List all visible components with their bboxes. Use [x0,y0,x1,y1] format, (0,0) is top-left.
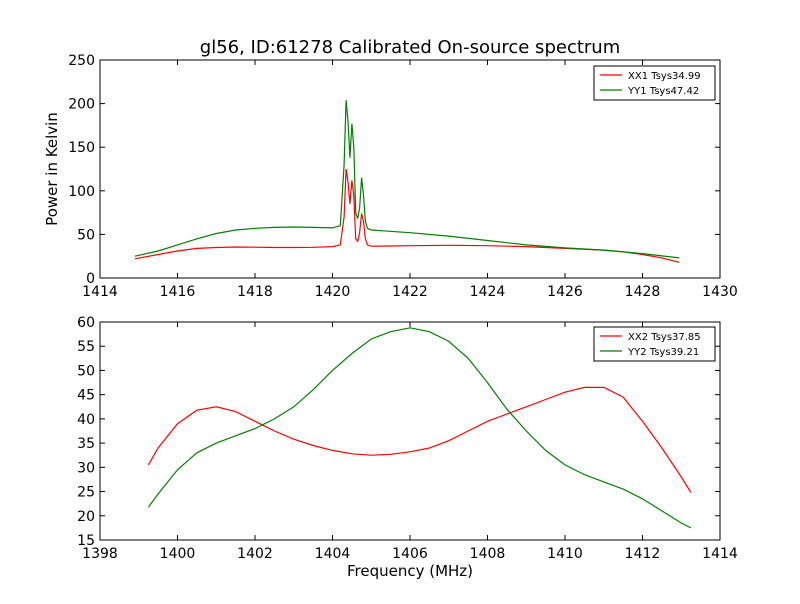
y-tick-label: 50 [77,227,95,243]
x-tick-label: 1404 [315,546,351,562]
y-tick-label: 100 [68,184,95,200]
y-tick-label: 40 [77,412,95,428]
x-tick-label: 1398 [82,546,118,562]
y-tick-label: 45 [77,388,95,404]
y-tick-label: 200 [68,97,95,113]
y-tick-label: 250 [68,53,95,69]
x-tick-label: 1406 [392,546,428,562]
legend-entry: YY2 Tsys39.21 [627,347,699,358]
x-tick-label: 1408 [470,546,506,562]
legend: XX1 Tsys34.99 YY1 Tsys47.42 [593,65,716,101]
top-panel: 1414 1416 1418 1420 1422 1424 1426 1428 1430 0 50 1… [43,53,738,300]
y-tick-label: 35 [77,436,95,452]
x-tick-label: 1428 [625,284,661,300]
legend-entry: XX2 Tsys37.85 [628,332,701,343]
y-tick-label: 30 [77,460,95,476]
y-tick-label: 15 [77,533,95,549]
legend-box [593,326,716,362]
x-tick-label: 1424 [470,284,506,300]
series-line-1 [134,168,680,263]
y-tick-label: 150 [68,140,95,156]
x-tick-label: 1420 [315,284,351,300]
bottom-panel: 1398 1400 1402 1404 1406 1408 1410 1412 1414 15 20… [77,315,738,580]
series-line-1 [147,386,692,493]
y-tick-label: 50 [77,363,95,379]
x-tick-label: 1426 [547,284,583,300]
x-tick-label: 1400 [160,546,196,562]
y-tick-label: 20 [77,509,95,525]
legend: XX2 Tsys37.85 YY2 Tsys39.21 [593,326,716,362]
x-tick-label: 1402 [237,546,273,562]
x-tick-label: 1412 [625,546,661,562]
legend-box [593,65,716,101]
x-tick-label: 1414 [82,284,118,300]
y-tick-label: 55 [77,339,95,355]
series-line-2 [147,327,692,529]
plot-frame [99,59,721,279]
x-tick-label: 1410 [547,546,583,562]
y-tick-label: 25 [77,485,95,501]
plot-frame [99,321,721,541]
x-tick-label: 1418 [237,284,273,300]
y-axis-label: Power in Kelvin [43,112,61,226]
x-tick-label: 1422 [392,284,428,300]
legend-entry: YY1 Tsys47.42 [627,86,699,97]
y-tick-label: 0 [86,271,95,287]
legend-entry: XX1 Tsys34.99 [628,71,701,82]
x-tick-label: 1430 [702,284,738,300]
x-tick-label: 1414 [702,546,738,562]
x-axis-label: Frequency (MHz) [347,562,473,580]
x-tick-label: 1416 [160,284,196,300]
series-line-2 [134,100,680,259]
y-tick-label: 60 [77,315,95,331]
figure-title: gl56, ID:61278 Calibrated On-source spec… [200,37,620,58]
